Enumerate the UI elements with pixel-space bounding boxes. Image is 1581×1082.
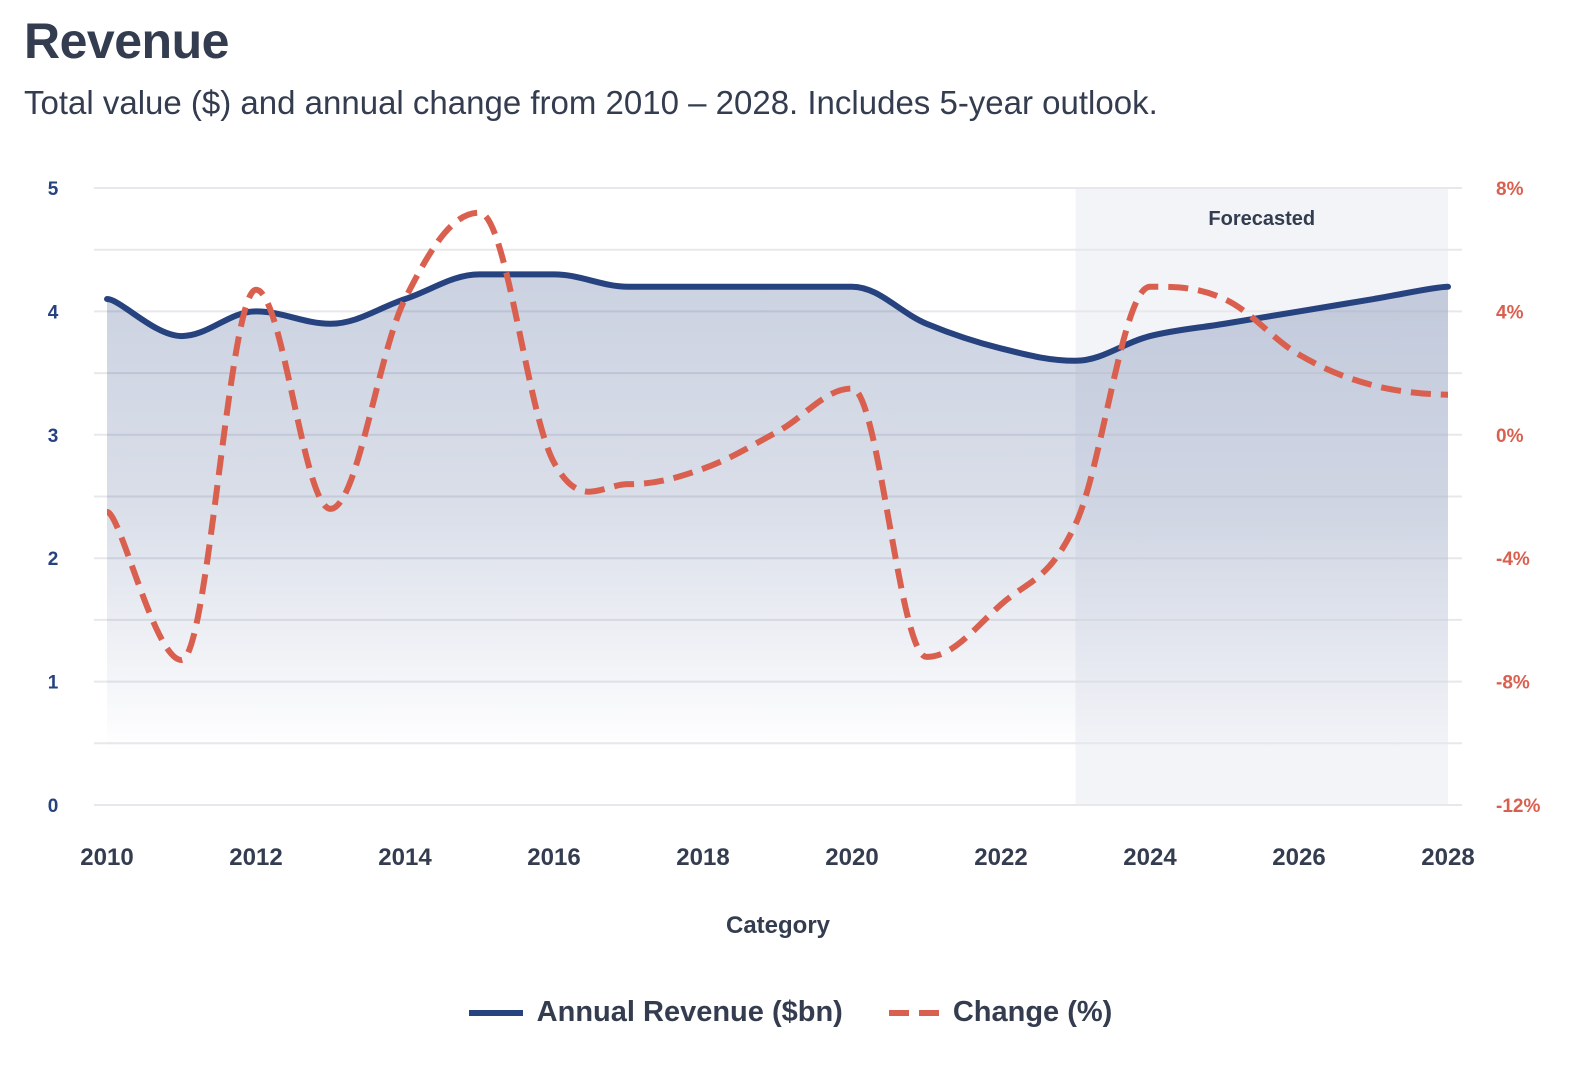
change-point bbox=[104, 509, 110, 515]
change-line bbox=[105, 209, 1449, 664]
x-axis-tick: 2020 bbox=[825, 844, 878, 871]
x-axis-tick: 2018 bbox=[676, 844, 729, 871]
y-axis-right-tick: -4% bbox=[1496, 549, 1530, 570]
y-axis-left-tick: 4 bbox=[48, 302, 59, 323]
x-axis-tick: 2010 bbox=[80, 844, 133, 871]
revenue-point bbox=[1296, 308, 1302, 314]
change-point bbox=[1073, 521, 1079, 527]
y-axis-left-tick: 1 bbox=[48, 673, 59, 694]
y-axis-left-tick: 0 bbox=[48, 796, 59, 817]
y-axis-right-tick: -12% bbox=[1496, 796, 1540, 817]
revenue-point bbox=[477, 271, 483, 277]
y-axis-right-tick: -8% bbox=[1496, 673, 1530, 694]
legend-item-revenue[interactable]: Annual Revenue ($bn) bbox=[468, 996, 843, 1029]
change-point bbox=[1371, 382, 1377, 388]
y-axis-right-tick: 8% bbox=[1496, 179, 1524, 200]
revenue-line bbox=[104, 271, 1451, 364]
revenue-point bbox=[179, 333, 185, 339]
y-axis-left-tick: 2 bbox=[48, 549, 59, 570]
legend-label-change: Change (%) bbox=[952, 996, 1113, 1028]
revenue-point bbox=[253, 308, 259, 314]
legend: Annual Revenue ($bn) Change (%) bbox=[0, 996, 1581, 1029]
y-axis-left-tick: 3 bbox=[48, 426, 59, 447]
revenue-point bbox=[1222, 321, 1228, 327]
x-axis-tick: 2016 bbox=[527, 844, 580, 871]
change-point bbox=[1296, 352, 1302, 358]
change-point bbox=[328, 506, 334, 512]
revenue-point bbox=[328, 321, 334, 327]
revenue-point bbox=[998, 345, 1004, 351]
revenue-point bbox=[626, 284, 632, 290]
x-axis-tick: 2014 bbox=[378, 844, 432, 871]
change-point bbox=[402, 296, 408, 302]
change-point bbox=[1147, 284, 1153, 290]
change-point bbox=[998, 601, 1004, 607]
x-axis-tick: 2026 bbox=[1272, 844, 1325, 871]
x-axis-tick: 2012 bbox=[229, 844, 282, 871]
change-point bbox=[551, 460, 557, 466]
legend-item-change[interactable]: Change (%) bbox=[888, 996, 1113, 1029]
revenue-point bbox=[1147, 333, 1153, 339]
x-axis-tick: 2022 bbox=[974, 844, 1027, 871]
revenue-point bbox=[849, 284, 855, 290]
revenue-point bbox=[700, 284, 706, 290]
legend-swatch-solid-line-icon bbox=[468, 1009, 523, 1016]
change-point bbox=[1445, 392, 1451, 398]
y-axis-left-tick: 5 bbox=[48, 179, 59, 200]
change-point bbox=[179, 657, 185, 663]
change-point bbox=[700, 466, 706, 472]
revenue-area bbox=[107, 274, 1448, 805]
change-point bbox=[924, 654, 930, 660]
change-point bbox=[626, 481, 632, 487]
revenue-point bbox=[1371, 296, 1377, 302]
x-axis-tick: 2028 bbox=[1421, 844, 1474, 871]
revenue-point bbox=[775, 284, 781, 290]
revenue-point bbox=[551, 271, 557, 277]
change-point bbox=[849, 386, 855, 392]
revenue-point bbox=[1445, 284, 1451, 290]
forecast-label: Forecasted bbox=[1208, 208, 1315, 230]
y-axis-right-tick: 4% bbox=[1496, 302, 1524, 323]
change-point bbox=[477, 210, 483, 216]
revenue-point bbox=[924, 321, 930, 327]
change-point bbox=[253, 287, 259, 293]
change-point bbox=[775, 429, 781, 435]
x-axis-label: Category bbox=[726, 912, 831, 939]
chart-subtitle: Total value ($) and annual change from 2… bbox=[24, 84, 1158, 121]
x-axis-tick: 2024 bbox=[1123, 844, 1177, 871]
chart-plot: Forecasted 0 1 2 3 4 5 -12% -8% -4% 0% 4% 8% 2010 201… bbox=[48, 179, 1541, 939]
y-axis-right-tick: 0% bbox=[1496, 426, 1524, 447]
chart-title: Revenue bbox=[24, 13, 229, 69]
change-point bbox=[1222, 296, 1228, 302]
revenue-point bbox=[104, 296, 110, 302]
revenue-point bbox=[1073, 358, 1079, 364]
legend-label-revenue: Annual Revenue ($bn) bbox=[536, 996, 843, 1028]
legend-swatch-dashed-line-icon bbox=[888, 1009, 939, 1016]
